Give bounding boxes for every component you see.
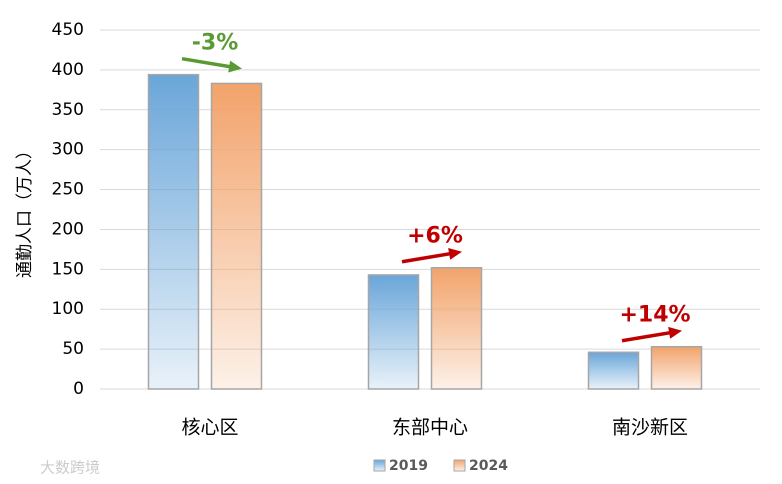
y-tick-label: 150: [52, 259, 84, 279]
y-tick-label: 300: [52, 140, 84, 160]
legend-swatch: [373, 459, 386, 472]
annotation: +6%: [407, 224, 463, 249]
y-axis-label: 通勤人口（万人）: [15, 142, 35, 278]
y-tick-label: 450: [52, 20, 84, 40]
arrow: [181, 56, 235, 70]
x-tick-label: 南沙新区: [612, 417, 688, 439]
bar: [650, 345, 703, 390]
bar: [210, 82, 263, 390]
bar: [430, 266, 483, 390]
y-tick-label: 350: [52, 100, 84, 120]
annotation: +14%: [619, 303, 690, 328]
legend-label: 2019: [389, 458, 428, 474]
arrow: [621, 330, 675, 343]
y-tick-label: 50: [62, 339, 84, 359]
arrow-head: [228, 60, 242, 73]
arrow-head: [448, 247, 462, 260]
y-tick-label: 250: [52, 180, 84, 200]
y-tick-label: 200: [52, 219, 84, 239]
watermark: 大数跨境: [40, 459, 100, 477]
y-tick-label: 400: [52, 60, 84, 80]
x-tick-label: 核心区: [181, 417, 238, 439]
arrow-head: [668, 326, 682, 339]
y-tick-label: 0: [73, 379, 84, 399]
bar: [367, 274, 420, 390]
bar: [587, 351, 640, 390]
bar: [147, 73, 200, 390]
legend-swatch: [453, 459, 466, 472]
arrow: [401, 251, 455, 264]
legend-label: 2024: [469, 458, 508, 474]
x-tick-label: 东部中心: [392, 417, 468, 439]
y-tick-label: 100: [52, 299, 84, 319]
annotation: -3%: [192, 31, 238, 56]
